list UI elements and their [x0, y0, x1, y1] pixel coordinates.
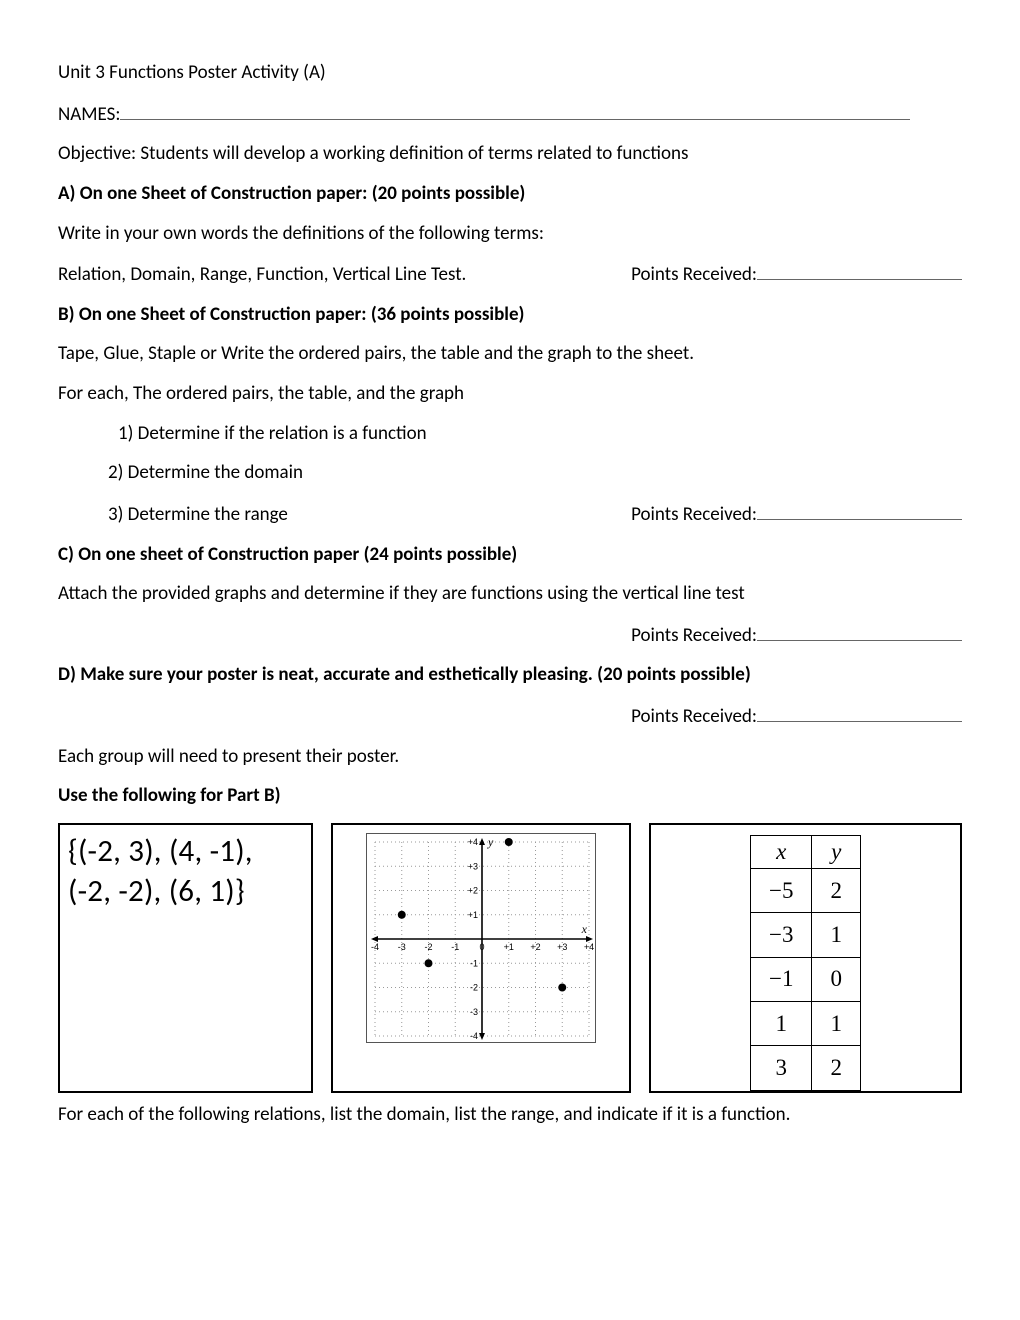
table-cell-y: 2	[812, 868, 861, 912]
section-a-line1: Write in your own words the definitions …	[58, 221, 962, 247]
points-label-d: Points Received:	[631, 704, 757, 730]
section-c-heading: C) On one sheet of Construction paper (2…	[58, 542, 962, 568]
svg-text:-4: -4	[470, 1031, 478, 1041]
section-c-points: Points Received:	[631, 621, 962, 649]
set-line1: {(-2, 3), (4, -1),	[68, 831, 303, 871]
section-a-points: Points Received:	[631, 260, 962, 288]
section-a-row: Relation, Domain, Range, Function, Verti…	[58, 260, 962, 288]
svg-text:+2: +2	[468, 885, 478, 895]
closing-line: Each group will need to present their po…	[58, 744, 962, 770]
svg-text:-2: -2	[424, 942, 432, 952]
table-cell-x: 1	[751, 1002, 812, 1046]
objective: Objective: Students will develop a worki…	[58, 141, 962, 167]
svg-text:+4: +4	[468, 837, 478, 847]
section-b-points: Points Received:	[631, 500, 962, 528]
points-blank-d[interactable]	[757, 702, 962, 722]
partb-heading: Use the following for Part B)	[58, 783, 962, 809]
section-d-heading: D) Make sure your poster is neat, accura…	[58, 662, 962, 688]
svg-text:-1: -1	[470, 958, 478, 968]
table-header-x: x	[751, 835, 812, 868]
points-label-a: Points Received:	[631, 262, 757, 288]
table-row: −31	[751, 913, 861, 957]
names-row: NAMES:	[58, 100, 962, 128]
svg-text:x: x	[581, 922, 588, 936]
panel-ordered-pairs: {(-2, 3), (4, -1), (-2, -2), (6, 1)}	[58, 823, 313, 1093]
coordinate-grid: yx-4-3-2-10+1+2+3+4+1+2+3+4-1-2-3-4	[366, 833, 596, 1043]
xy-table: x y −52−31−101132	[750, 835, 861, 1091]
section-a-line2: Relation, Domain, Range, Function, Verti…	[58, 262, 466, 288]
svg-text:+2: +2	[530, 942, 540, 952]
panel-table: x y −52−31−101132	[649, 823, 962, 1093]
table-row: −10	[751, 957, 861, 1001]
section-b-item1: 1) Determine if the relation is a functi…	[58, 421, 962, 447]
table-row: −52	[751, 868, 861, 912]
table-cell-x: −1	[751, 957, 812, 1001]
names-label: NAMES:	[58, 103, 120, 126]
section-d-points: Points Received:	[631, 702, 962, 730]
svg-text:y: y	[487, 835, 494, 849]
svg-text:-3: -3	[470, 1007, 478, 1017]
svg-text:+4: +4	[584, 942, 594, 952]
svg-text:+3: +3	[557, 942, 567, 952]
points-label-b: Points Received:	[631, 502, 757, 528]
names-blank[interactable]	[120, 100, 910, 120]
table-cell-y: 1	[812, 1002, 861, 1046]
table-cell-x: −3	[751, 913, 812, 957]
table-header-y: y	[812, 835, 861, 868]
section-d-points-row: Points Received:	[58, 702, 962, 730]
svg-text:+1: +1	[468, 910, 478, 920]
section-a-heading: A) On one Sheet of Construction paper: (…	[58, 181, 962, 207]
table-row: 32	[751, 1046, 861, 1090]
points-blank-a[interactable]	[757, 260, 962, 280]
section-b-line2: For each, The ordered pairs, the table, …	[58, 381, 962, 407]
panel-graph: yx-4-3-2-10+1+2+3+4+1+2+3+4-1-2-3-4	[331, 823, 631, 1093]
section-c-line1: Attach the provided graphs and determine…	[58, 581, 962, 607]
points-label-c: Points Received:	[631, 623, 757, 649]
points-blank-b[interactable]	[757, 500, 962, 520]
table-cell-x: −5	[751, 868, 812, 912]
svg-text:-3: -3	[398, 942, 406, 952]
section-b-item3: 3) Determine the range	[58, 502, 288, 528]
page-title: Unit 3 Functions Poster Activity (A)	[58, 60, 962, 86]
worksheet-page: Unit 3 Functions Poster Activity (A) NAM…	[0, 0, 1020, 1320]
svg-text:+1: +1	[504, 942, 514, 952]
svg-text:-4: -4	[371, 942, 379, 952]
svg-text:+3: +3	[468, 861, 478, 871]
footer-instruction: For each of the following relations, lis…	[58, 1103, 962, 1126]
svg-text:-1: -1	[451, 942, 459, 952]
set-line2: (-2, -2), (6, 1)}	[68, 871, 303, 911]
section-b-item2: 2) Determine the domain	[58, 460, 962, 486]
svg-text:-2: -2	[470, 982, 478, 992]
table-cell-x: 3	[751, 1046, 812, 1090]
table-cell-y: 0	[812, 957, 861, 1001]
partb-panels: {(-2, 3), (4, -1), (-2, -2), (6, 1)} yx-…	[58, 823, 962, 1093]
grid-svg: yx-4-3-2-10+1+2+3+4+1+2+3+4-1-2-3-4	[367, 834, 597, 1044]
section-c-points-row: Points Received:	[58, 621, 962, 649]
table-row: 11	[751, 1002, 861, 1046]
table-cell-y: 1	[812, 913, 861, 957]
points-blank-c[interactable]	[757, 621, 962, 641]
section-b-item3-row: 3) Determine the range Points Received:	[58, 500, 962, 528]
svg-text:0: 0	[479, 942, 484, 952]
section-b-heading: B) On one Sheet of Construction paper: (…	[58, 302, 962, 328]
table-cell-y: 2	[812, 1046, 861, 1090]
section-b-line1: Tape, Glue, Staple or Write the ordered …	[58, 341, 962, 367]
